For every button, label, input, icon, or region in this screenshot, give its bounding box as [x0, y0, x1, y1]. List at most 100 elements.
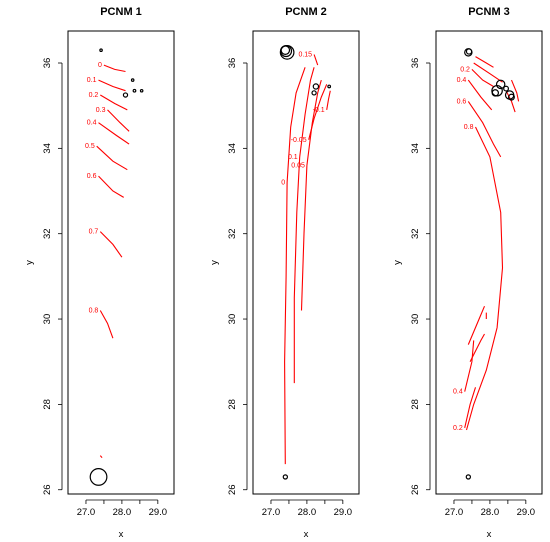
contour-line	[306, 79, 322, 166]
contour-label: -0.1	[313, 107, 325, 114]
contour-label: 0.5	[85, 143, 95, 150]
contour-label: 0.8	[464, 124, 474, 131]
y-tick-label: 30	[227, 314, 238, 325]
x-tick-label: 27.0	[445, 507, 464, 518]
contour-line	[300, 165, 308, 311]
contour-line	[286, 67, 306, 183]
contour-label: 0.4	[457, 77, 467, 84]
site-circle	[122, 92, 129, 98]
contour-label: 0.1	[87, 77, 97, 84]
contour-line	[467, 79, 493, 111]
site-circle	[491, 89, 500, 97]
x-axis-label: x	[119, 529, 124, 540]
x-tick-label: 27.0	[262, 507, 281, 518]
y-tick-label: 26	[227, 484, 238, 495]
site-circle	[282, 474, 289, 480]
x-axis-label: x	[487, 529, 492, 540]
contour-label: 0.8	[89, 308, 99, 315]
contour-line	[465, 126, 504, 431]
y-tick-label: 32	[410, 228, 421, 239]
x-tick-label: 29.0	[149, 507, 168, 518]
chart-title: PCNM 1	[100, 6, 142, 18]
contour-label: -0.05	[291, 137, 307, 144]
plot-frame	[252, 30, 360, 495]
contour-label: 0	[281, 179, 285, 186]
site-circle	[503, 85, 510, 92]
contour-label: 0.4	[87, 120, 97, 127]
contour-line	[473, 62, 503, 83]
x-tick-label: 27.0	[77, 507, 96, 518]
contour-line	[505, 90, 516, 113]
contour-line	[98, 79, 126, 92]
y-tick-label: 34	[42, 143, 53, 154]
contour-line	[469, 333, 485, 362]
y-axis-label: y	[24, 260, 35, 265]
contour-label: 0.1	[288, 154, 298, 161]
contour-label: 0.15	[298, 51, 312, 58]
contour-line	[293, 156, 301, 384]
y-tick-label: 36	[410, 58, 421, 69]
site-circle	[507, 93, 515, 101]
site-circle	[99, 48, 103, 53]
contour-line	[284, 182, 288, 465]
site-circle	[327, 84, 332, 89]
contour-line	[98, 122, 130, 145]
contour-label: 0.7	[89, 229, 99, 236]
contour-line	[98, 175, 124, 198]
y-axis-label: y	[209, 260, 220, 265]
panel-pcnm-1: PCNM 1 27.0 28.0 29.0 x 26 28 30 32 34 36 y 0 0.1 0.2 0…	[24, 6, 175, 540]
panel-pcnm-3: PCNM 3 27.0 28.0 29.0 x 26 28 30 32 34 36 y 0.2 0.4 0.…	[392, 6, 543, 540]
x-axis-label: x	[304, 529, 309, 540]
y-tick-label: 30	[410, 314, 421, 325]
site-circle	[280, 45, 291, 55]
contour-line	[308, 84, 328, 140]
x-tick-label: 29.0	[517, 507, 536, 518]
chart-title: PCNM 3	[468, 6, 510, 18]
contour-label: 0.6	[457, 98, 467, 105]
contour-line	[467, 101, 502, 158]
panel-pcnm-2: PCNM 2 27.0 28.0 29.0 x 26 28 30 32 34 36 y 0 0.10.05…	[209, 6, 360, 540]
x-tick-label: 29.0	[334, 507, 353, 518]
site-circle	[495, 79, 506, 90]
x-tick-label: 28.0	[113, 507, 132, 518]
contour-label: 0.2	[89, 92, 99, 99]
contour-line	[464, 387, 477, 429]
x-tick-label: 28.0	[481, 507, 500, 518]
contour-label: 0.6	[87, 173, 97, 180]
y-tick-label: 34	[227, 143, 238, 154]
site-circle	[311, 90, 317, 96]
contour-line	[326, 90, 331, 110]
contour-line	[510, 79, 520, 102]
site-circle	[132, 88, 137, 93]
y-tick-label: 32	[227, 228, 238, 239]
contour-line	[464, 340, 475, 392]
y-tick-label: 30	[42, 314, 53, 325]
contour-line	[467, 305, 486, 345]
contour-line	[313, 54, 319, 66]
y-tick-label: 28	[410, 399, 421, 410]
y-tick-label: 32	[42, 228, 53, 239]
chart-title: PCNM 2	[285, 6, 327, 18]
y-tick-label: 26	[42, 484, 53, 495]
y-tick-label: 34	[410, 143, 421, 154]
contour-line	[99, 455, 103, 459]
site-circle	[89, 468, 108, 486]
contour-line	[96, 145, 128, 171]
contour-line	[99, 310, 114, 339]
x-tick-label: 28.0	[298, 507, 317, 518]
contour-line	[299, 67, 315, 157]
site-circle	[465, 474, 472, 480]
contour-label: 0.2	[460, 66, 470, 73]
y-tick-label: 28	[42, 399, 53, 410]
contour-label: 0	[98, 62, 102, 69]
contour-line	[100, 94, 128, 111]
contour-label: 0.05	[291, 162, 305, 169]
y-tick-label: 26	[410, 484, 421, 495]
site-circle	[465, 48, 473, 55]
contour-line	[107, 109, 130, 132]
plot-frame	[67, 30, 175, 495]
contour-label: 0.3	[96, 107, 106, 114]
y-tick-label: 36	[42, 58, 53, 69]
site-circle	[312, 83, 320, 90]
